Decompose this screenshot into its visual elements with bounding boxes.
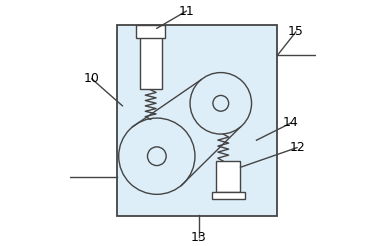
- Bar: [117, 25, 277, 216]
- Text: 10: 10: [84, 72, 100, 85]
- Text: 12: 12: [289, 141, 305, 154]
- Text: 15: 15: [288, 26, 304, 38]
- Text: 11: 11: [179, 5, 194, 17]
- Text: 13: 13: [191, 231, 206, 244]
- Bar: [140, 25, 162, 89]
- Bar: [136, 25, 166, 38]
- Text: 14: 14: [283, 117, 299, 129]
- Bar: [216, 161, 240, 192]
- Bar: [212, 192, 245, 199]
